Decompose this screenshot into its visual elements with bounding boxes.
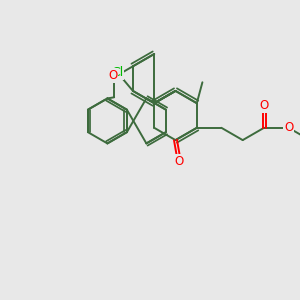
Text: O: O <box>108 69 117 82</box>
Text: Cl: Cl <box>111 66 123 79</box>
Text: O: O <box>175 155 184 168</box>
Text: O: O <box>260 99 268 112</box>
Text: O: O <box>284 121 293 134</box>
